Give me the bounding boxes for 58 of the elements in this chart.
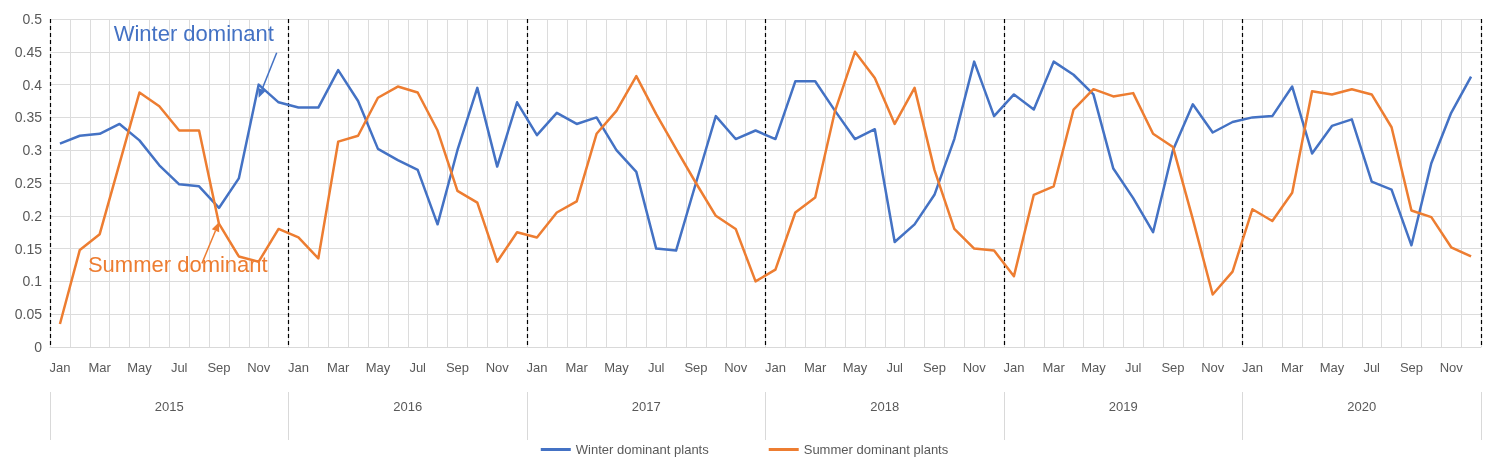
x-tick-label: Nov [724, 360, 748, 375]
y-tick-label: 0.05 [14, 306, 43, 323]
x-tick-label: Nov [247, 360, 271, 375]
y-tick-label: 0.3 [22, 142, 43, 159]
x-tick-label: May [1319, 360, 1345, 375]
x-tick-label: Jul [886, 360, 904, 375]
x-tick-label: May [127, 360, 153, 375]
x-tick-label: Sep [1399, 360, 1424, 375]
x-tick-label: May [604, 360, 630, 375]
x-tick-label: Jan [1241, 360, 1263, 375]
x-tick-label: Jan [287, 360, 309, 375]
x-tick-label: Mar [1042, 360, 1066, 375]
x-tick-label: Mar [88, 360, 112, 375]
x-tick-label: Sep [684, 360, 708, 375]
annotation: Winter dominant [113, 21, 274, 47]
x-tick-label: Nov [485, 360, 510, 375]
text: 2020 [1347, 399, 1377, 414]
text: 2017 [631, 399, 661, 414]
text: 2019 [1108, 399, 1138, 414]
y-tick-label: 0.5 [22, 11, 43, 27]
x-tick-label: Jan [764, 360, 786, 375]
x-tick-label: Sep [445, 360, 470, 375]
x-tick-label: Jul [170, 360, 188, 375]
y-tick-label: 0.2 [22, 207, 43, 224]
x-tick-label: May [365, 360, 391, 375]
x-tick-label: Mar [1280, 360, 1305, 375]
x-tick-label: Jan [526, 360, 548, 375]
y-tick-label: 0.35 [14, 109, 43, 126]
line-series [58, 50, 1473, 326]
legend-label: Winter dominant plants [575, 442, 710, 457]
x-tick-label: Sep [922, 360, 947, 375]
x-tick-label: Jan [1003, 360, 1025, 375]
text: 2018 [870, 399, 900, 414]
text: 2015 [154, 399, 184, 414]
x-tick-label: Mar [326, 360, 351, 375]
x-tick-label: Jul [647, 360, 665, 375]
y-tick-label: 0.25 [14, 175, 43, 191]
annotation: Summer dominant [87, 251, 268, 277]
x-tick-label: Jul [409, 360, 427, 375]
y-tick-label: 0.4 [22, 76, 43, 93]
x-tick-label: Mar [803, 360, 828, 375]
legend-label: Summer dominant plants [803, 442, 949, 457]
x-tick-label: Nov [1201, 360, 1225, 375]
text: 2016 [393, 399, 423, 414]
x-tick-label: May [842, 360, 868, 375]
y-tick-label: 0.45 [14, 43, 43, 60]
x-tick-label: Mar [565, 360, 589, 375]
x-tick-label: Jul [1124, 360, 1142, 375]
x-tick-label: Jul [1363, 360, 1381, 375]
y-tick-label: 0.1 [22, 273, 43, 290]
y-tick-label: 0 [34, 339, 43, 355]
x-tick-label: Nov [1439, 360, 1464, 375]
y-tick-label: 0.15 [14, 240, 43, 257]
x-tick-label: May [1081, 360, 1107, 375]
x-tick-label: Sep [1161, 360, 1185, 375]
x-tick-label: Jan [49, 360, 71, 375]
x-tick-label: Sep [207, 360, 231, 375]
x-tick-label: Nov [962, 360, 987, 375]
